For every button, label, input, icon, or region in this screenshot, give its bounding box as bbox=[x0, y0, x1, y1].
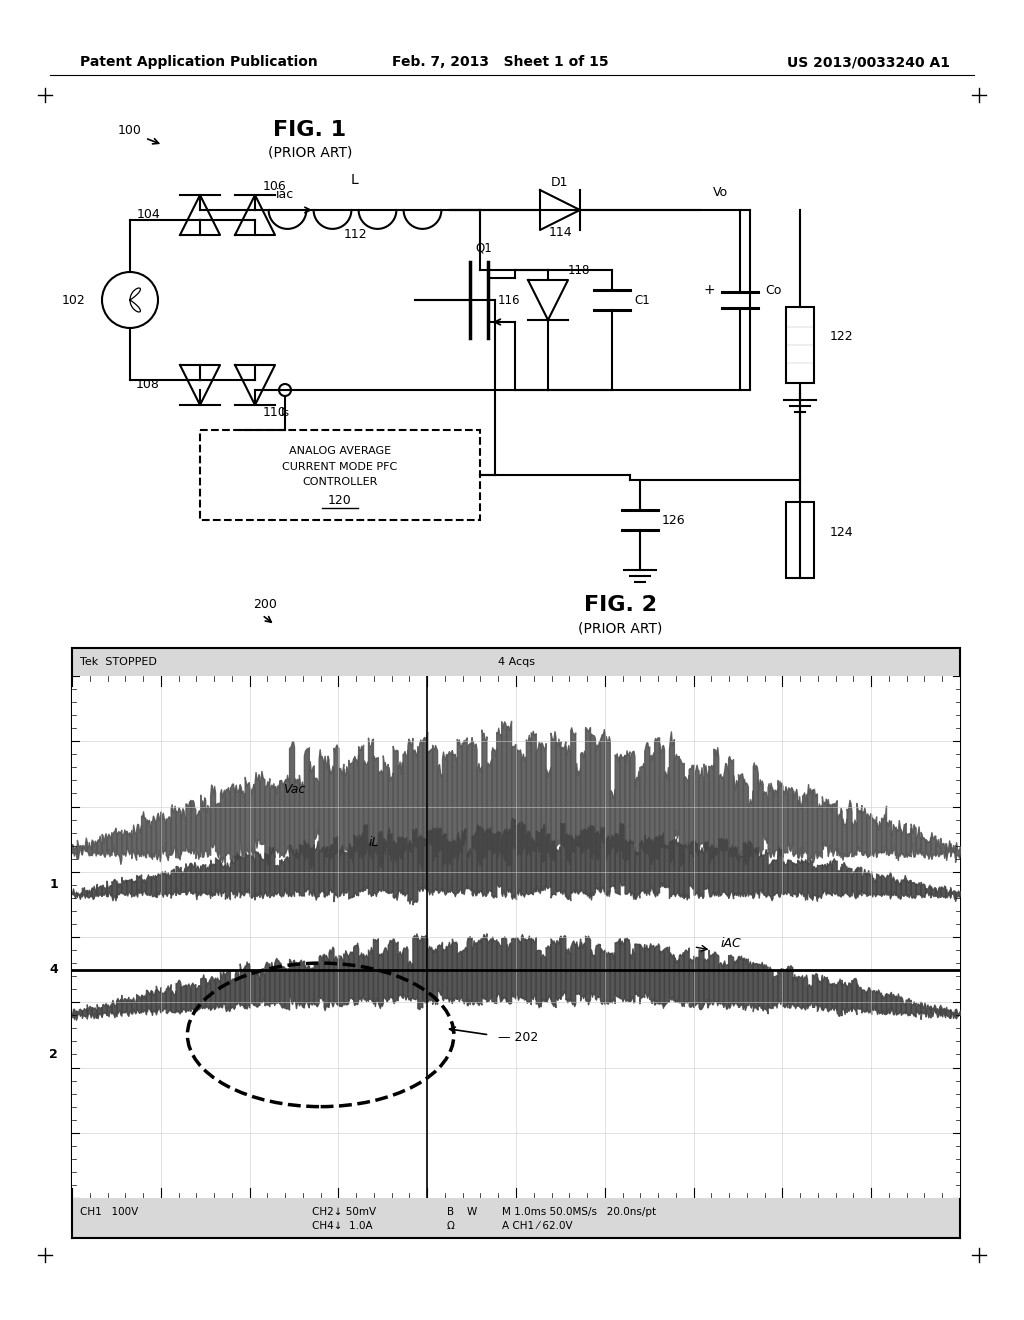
Text: 114: 114 bbox=[548, 226, 571, 239]
Text: 106: 106 bbox=[263, 181, 287, 194]
Text: Patent Application Publication: Patent Application Publication bbox=[80, 55, 317, 69]
Text: iac: iac bbox=[275, 187, 294, 201]
Bar bbox=[72, 1199, 961, 1238]
Text: Vac: Vac bbox=[283, 784, 305, 796]
Text: Q1: Q1 bbox=[475, 242, 492, 255]
Bar bbox=[72, 648, 961, 676]
Text: 4 Acqs: 4 Acqs bbox=[498, 657, 535, 667]
Text: Ω: Ω bbox=[447, 1221, 455, 1232]
Text: D1: D1 bbox=[551, 176, 568, 189]
Text: 1: 1 bbox=[49, 878, 58, 891]
Text: 124: 124 bbox=[830, 525, 854, 539]
Text: CONTROLLER: CONTROLLER bbox=[302, 477, 378, 487]
Text: (PRIOR ART): (PRIOR ART) bbox=[268, 145, 352, 158]
Text: A CH1 ⁄ 62.0V: A CH1 ⁄ 62.0V bbox=[502, 1221, 572, 1232]
Text: CURRENT MODE PFC: CURRENT MODE PFC bbox=[283, 462, 397, 473]
Text: CH2↓ 50mV: CH2↓ 50mV bbox=[312, 1206, 376, 1217]
Text: C1: C1 bbox=[634, 293, 650, 306]
Text: 126: 126 bbox=[662, 513, 686, 527]
Text: Feb. 7, 2013   Sheet 1 of 15: Feb. 7, 2013 Sheet 1 of 15 bbox=[392, 55, 608, 69]
Text: FIG. 1: FIG. 1 bbox=[273, 120, 346, 140]
Text: 104: 104 bbox=[136, 209, 160, 222]
Text: 118: 118 bbox=[568, 264, 591, 276]
Text: 120: 120 bbox=[328, 495, 352, 507]
Text: 100: 100 bbox=[118, 124, 142, 136]
Text: — 202: — 202 bbox=[499, 1031, 539, 1044]
Text: W: W bbox=[467, 1206, 477, 1217]
Text: 200: 200 bbox=[253, 598, 276, 611]
Text: M 1.0ms 50.0MS/s   20.0ns/pt: M 1.0ms 50.0MS/s 20.0ns/pt bbox=[502, 1206, 656, 1217]
Text: Is: Is bbox=[281, 408, 290, 418]
Text: 112: 112 bbox=[343, 228, 367, 242]
Text: 102: 102 bbox=[61, 293, 85, 306]
Text: 116: 116 bbox=[498, 293, 520, 306]
Text: +: + bbox=[703, 282, 715, 297]
Text: Vo: Vo bbox=[713, 186, 728, 198]
Bar bbox=[786, 502, 814, 578]
Text: CH4↓  1.0A: CH4↓ 1.0A bbox=[312, 1221, 373, 1232]
Text: 110: 110 bbox=[263, 407, 287, 420]
Text: FIG. 2: FIG. 2 bbox=[584, 595, 656, 615]
Text: B: B bbox=[447, 1206, 454, 1217]
Text: ANALOG AVERAGE: ANALOG AVERAGE bbox=[289, 446, 391, 455]
FancyBboxPatch shape bbox=[200, 430, 480, 520]
Text: 4: 4 bbox=[49, 964, 58, 975]
Text: CH1   100V: CH1 100V bbox=[80, 1206, 138, 1217]
Text: iAC: iAC bbox=[720, 937, 741, 950]
Bar bbox=[786, 308, 814, 383]
Text: 108: 108 bbox=[136, 379, 160, 392]
Text: 2: 2 bbox=[49, 1048, 58, 1061]
Text: (PRIOR ART): (PRIOR ART) bbox=[578, 620, 663, 635]
Text: US 2013/0033240 A1: US 2013/0033240 A1 bbox=[787, 55, 950, 69]
Text: 122: 122 bbox=[830, 330, 854, 343]
Text: L: L bbox=[351, 173, 358, 187]
Text: iL: iL bbox=[369, 836, 379, 849]
Text: Co: Co bbox=[765, 284, 781, 297]
Text: Tek  STOPPED: Tek STOPPED bbox=[80, 657, 157, 667]
